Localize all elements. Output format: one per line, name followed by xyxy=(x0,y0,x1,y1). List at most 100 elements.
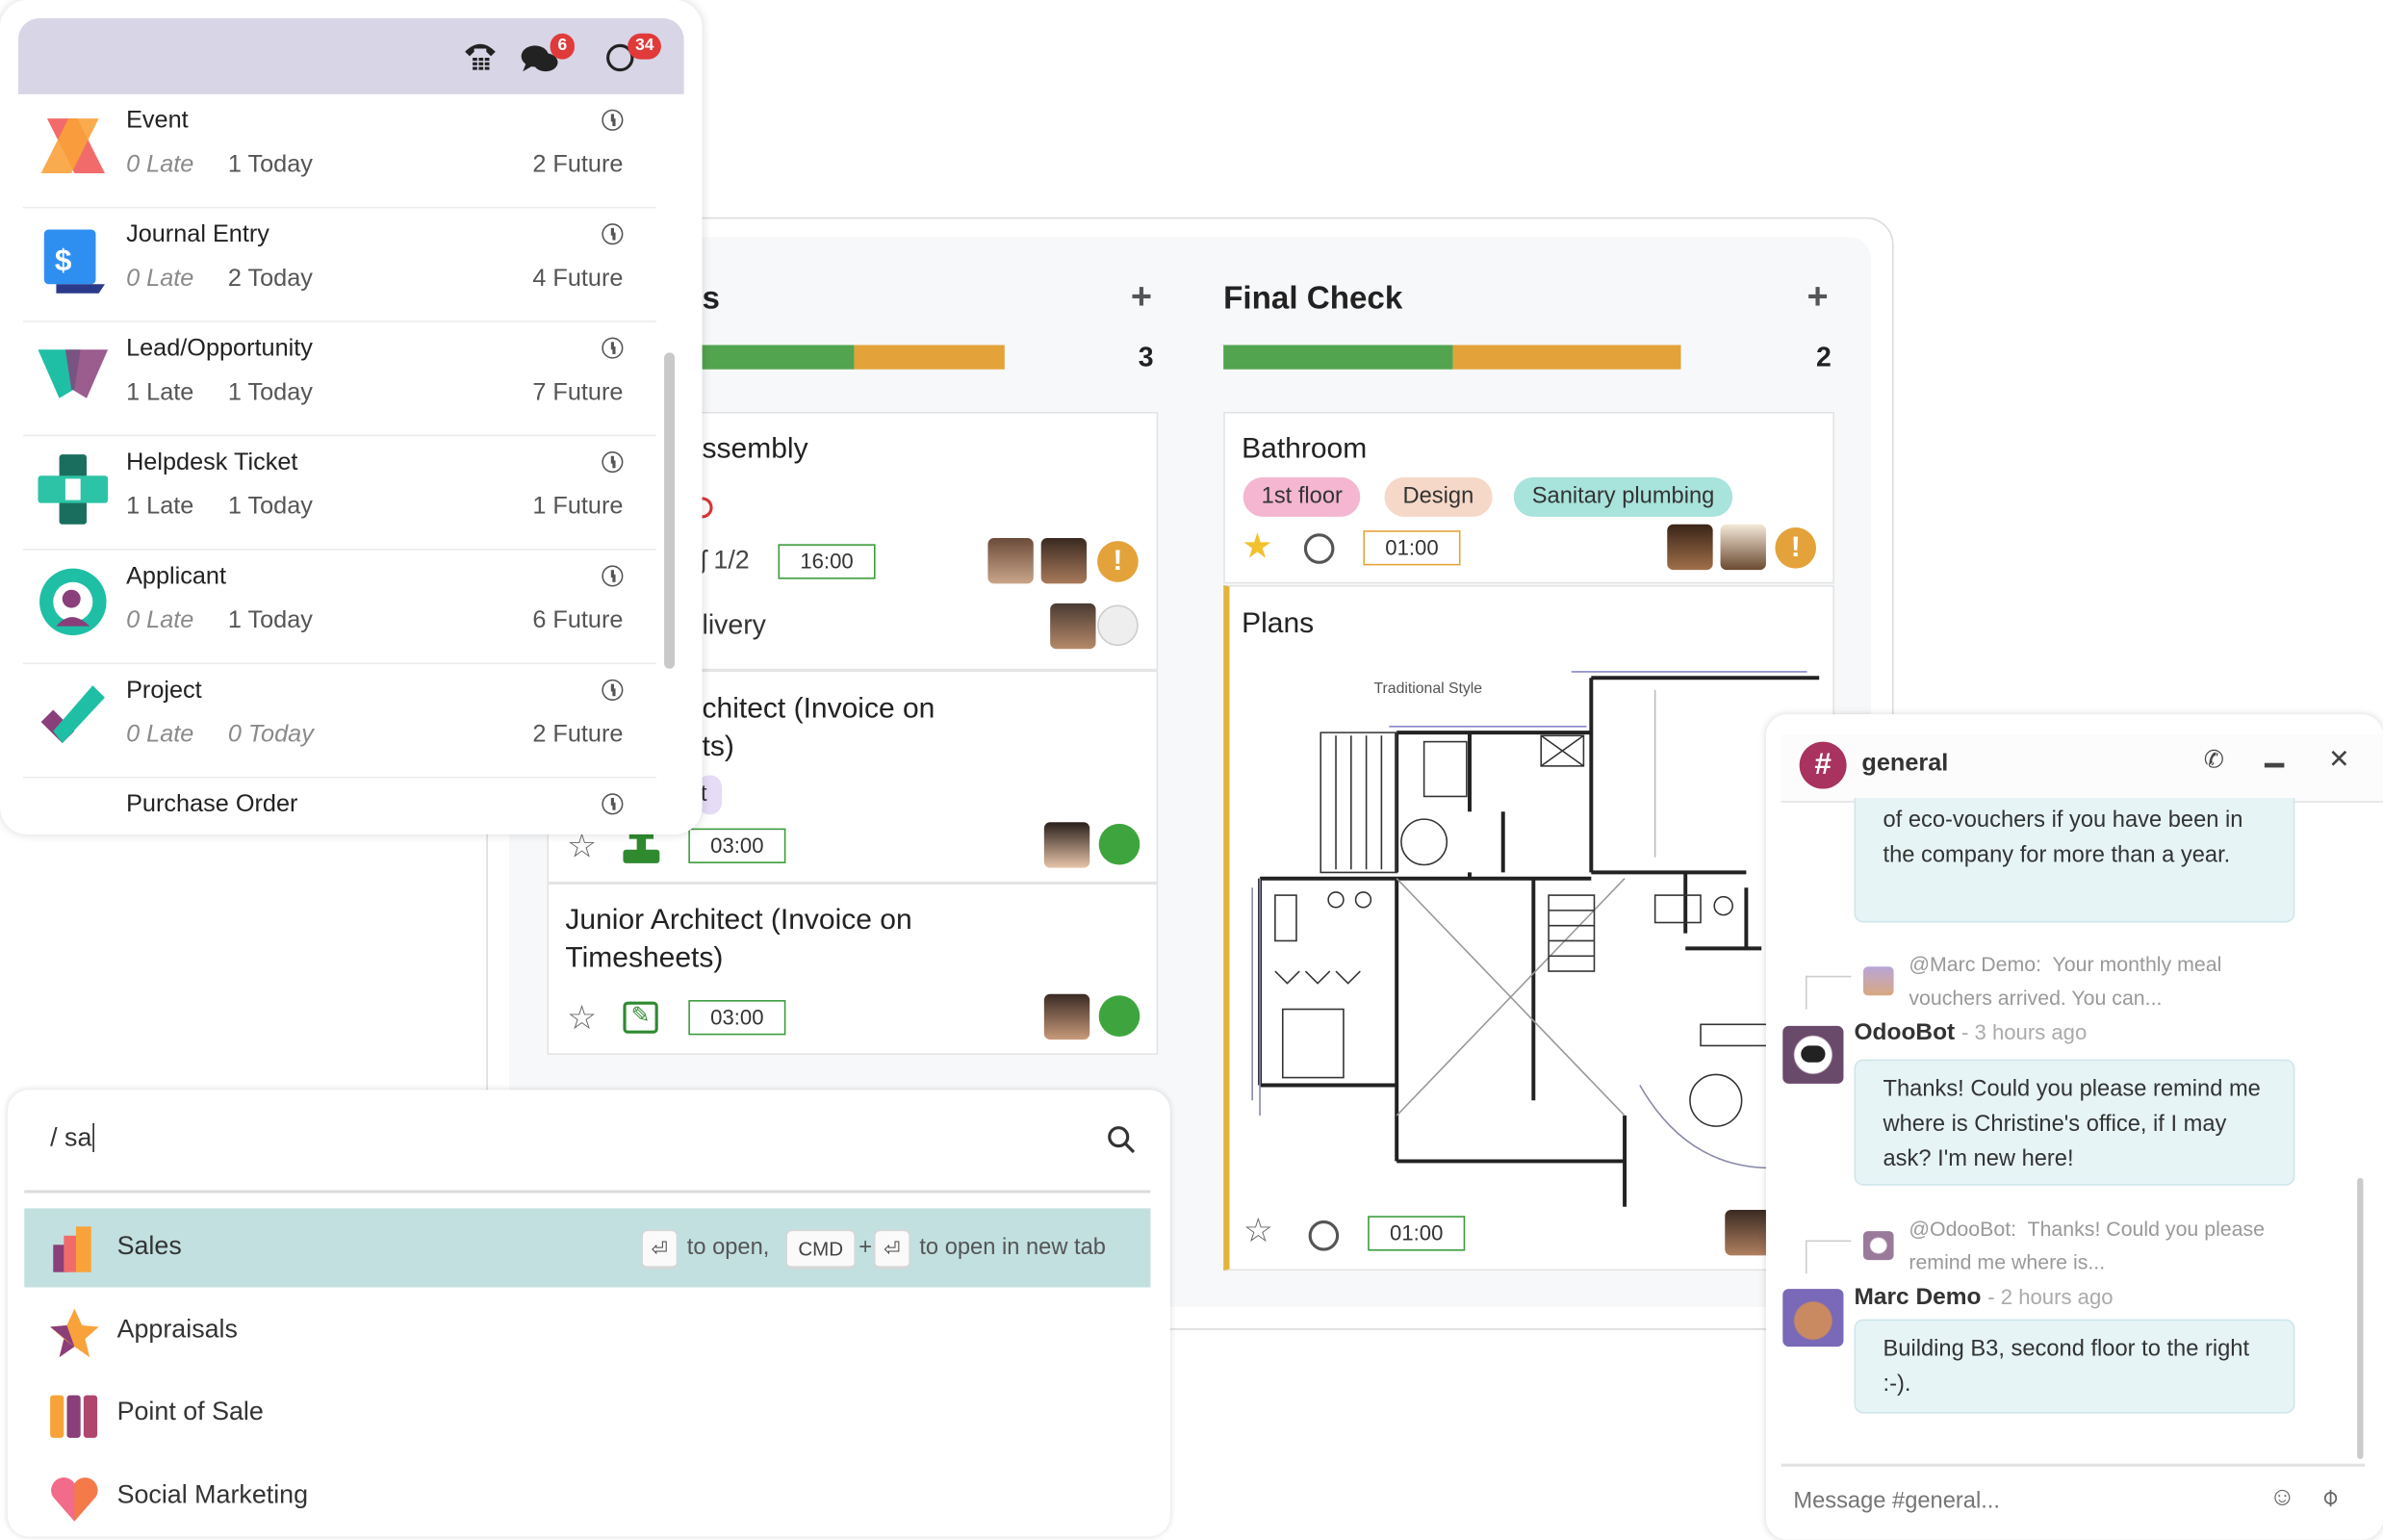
message-input[interactable] xyxy=(1793,1478,2250,1522)
clock-icon[interactable] xyxy=(602,337,624,359)
reply-preview[interactable]: @OdooBot: Thanks! Could you please remin… xyxy=(1909,1213,2273,1279)
today-count[interactable]: 0 Today xyxy=(227,722,314,748)
clock-icon[interactable] xyxy=(602,679,624,701)
progress-green xyxy=(1223,345,1452,370)
activity-item[interactable]: Lead/Opportunity 1 Late 1 Today 7 Future xyxy=(22,322,657,437)
edit-activity-icon[interactable]: ✎ xyxy=(623,1001,658,1034)
odoobot-avatar[interactable] xyxy=(1782,1025,1844,1084)
status-circle[interactable] xyxy=(1098,823,1140,865)
subtask-count: ʃ 1/2 xyxy=(701,546,750,577)
author-name[interactable]: Marc Demo xyxy=(1854,1284,1982,1311)
chat-icon[interactable] xyxy=(520,42,559,76)
avatar[interactable] xyxy=(987,538,1034,584)
future-count[interactable]: 2 Future xyxy=(532,151,624,178)
status-circle[interactable] xyxy=(1098,995,1140,1037)
activity-item[interactable]: Helpdesk Ticket 1 Late 1 Today 1 Future xyxy=(22,436,657,551)
author-name[interactable]: OdooBot xyxy=(1854,1019,1956,1046)
kanban-card[interactable]: ssembly ʃ 1/2 16:00 ! livery xyxy=(547,411,1159,671)
floor-plan-caption: Traditional Style xyxy=(1374,680,1483,697)
late-count[interactable]: 0 Late xyxy=(126,151,194,178)
attachment-icon[interactable]: ⌀ xyxy=(2316,1483,2345,1512)
priority-warning-icon[interactable]: ! xyxy=(1097,541,1139,582)
card-title: Plans xyxy=(1242,607,1315,640)
clock-icon[interactable] xyxy=(606,43,634,72)
avatar[interactable] xyxy=(1667,524,1713,571)
star-icon[interactable]: ☆ xyxy=(1243,1211,1273,1250)
activity-item-name: Helpdesk Ticket xyxy=(126,449,298,476)
search-result[interactable]: Point of Sale xyxy=(24,1374,1150,1453)
minimize-icon[interactable] xyxy=(2264,762,2285,767)
search-input[interactable]: / sa xyxy=(50,1122,95,1154)
clock-icon[interactable] xyxy=(602,793,624,815)
clock-icon[interactable] xyxy=(1303,533,1335,564)
clock-icon[interactable] xyxy=(1308,1220,1340,1251)
today-count[interactable]: 1 Today xyxy=(227,607,313,634)
avatar[interactable] xyxy=(1043,993,1090,1040)
today-count[interactable]: 1 Today xyxy=(227,151,313,178)
future-count[interactable]: 1 Future xyxy=(532,494,624,521)
column-title[interactable]: s xyxy=(702,281,720,317)
activity-item[interactable]: $ Journal Entry 0 Late 2 Today 4 Future xyxy=(22,208,657,322)
search-result[interactable]: Sales ⏎ to open, CMD + ⏎ to open in new tab xyxy=(24,1208,1151,1288)
kanban-card[interactable]: Junior Architect (Invoice on Timesheets)… xyxy=(547,883,1159,1055)
activity-item[interactable]: Event 0 Late 1 Today 2 Future xyxy=(22,94,657,209)
late-count[interactable]: 0 Late xyxy=(126,266,194,293)
search-icon[interactable] xyxy=(1107,1125,1138,1156)
marc-demo-avatar[interactable] xyxy=(1782,1289,1844,1348)
future-count[interactable]: 7 Future xyxy=(532,379,624,406)
avatar[interactable] xyxy=(1720,524,1766,571)
sales-app-icon xyxy=(49,1223,101,1275)
priority-warning-icon[interactable]: ! xyxy=(1775,526,1817,569)
search-result[interactable]: Social Marketing xyxy=(24,1457,1150,1536)
clock-icon[interactable] xyxy=(602,109,624,131)
column-progress-bar[interactable] xyxy=(702,345,1005,370)
card-title: Bathroom xyxy=(1242,433,1368,466)
star-icon[interactable]: ☆ xyxy=(567,998,598,1037)
add-card-button[interactable]: + xyxy=(1806,276,1829,319)
add-card-button[interactable]: + xyxy=(1130,276,1152,319)
clock-icon[interactable] xyxy=(602,565,624,587)
today-count[interactable]: 1 Today xyxy=(227,494,313,521)
phone-call-icon[interactable]: ✆ xyxy=(2203,747,2224,774)
status-circle[interactable] xyxy=(1097,604,1139,647)
avatar[interactable] xyxy=(1043,822,1090,868)
column-progress-bar[interactable] xyxy=(1223,345,1681,370)
close-icon[interactable]: ✕ xyxy=(2328,744,2350,774)
clock-icon[interactable] xyxy=(602,450,624,474)
late-count[interactable]: 1 Late xyxy=(126,494,194,521)
activity-list: Event 0 Late 1 Today 2 Future $ Journal Entry… xyxy=(22,94,657,818)
avatar[interactable] xyxy=(1050,603,1096,650)
card-title: Junior Architect (Invoice on xyxy=(565,904,912,937)
star-filled-icon[interactable]: ★ xyxy=(1242,526,1273,566)
future-count[interactable]: 4 Future xyxy=(532,266,624,293)
future-count[interactable]: 6 Future xyxy=(532,607,624,634)
phone-icon[interactable] xyxy=(462,39,499,73)
avatar[interactable] xyxy=(1725,1209,1771,1256)
column-title[interactable]: Final Check xyxy=(1223,281,1403,317)
clock-icon[interactable] xyxy=(602,223,624,245)
activity-item-name: Applicant xyxy=(126,563,227,590)
kanban-card[interactable]: Plans Traditional Style ☆ 01:00 xyxy=(1223,584,1834,1271)
channel-name[interactable]: general xyxy=(1861,751,1949,777)
message-bubble: of eco-vouchers if you have been in the … xyxy=(1854,798,2295,923)
scrollbar[interactable] xyxy=(2357,1177,2364,1459)
late-count[interactable]: 0 Late xyxy=(126,607,194,634)
emoji-icon[interactable]: ☺ xyxy=(2268,1481,2296,1511)
activity-item[interactable]: Project 0 Late 0 Today 2 Future xyxy=(22,664,657,779)
today-count[interactable]: 1 Today xyxy=(227,379,313,406)
reply-preview[interactable]: @Marc Demo: Your monthly meal vouchers a… xyxy=(1909,948,2273,1014)
chat-header: # general ✆ ✕ xyxy=(1781,733,2383,803)
future-count[interactable]: 2 Future xyxy=(532,722,624,748)
late-count[interactable]: 1 Late xyxy=(126,379,194,406)
card-title: ts) xyxy=(702,731,734,763)
late-count[interactable]: 0 Late xyxy=(126,722,194,748)
time-badge: 01:00 xyxy=(1363,530,1461,566)
kanban-card[interactable]: Bathroom 1st floor Design Sanitary plumb… xyxy=(1223,411,1834,584)
today-count[interactable]: 2 Today xyxy=(227,266,313,293)
activity-item[interactable]: Applicant 0 Late 1 Today 6 Future xyxy=(22,551,657,665)
search-result[interactable]: Appraisals xyxy=(24,1291,1150,1370)
activity-item[interactable]: Purchase Order xyxy=(23,778,656,818)
activity-upload-icon[interactable] xyxy=(623,833,660,863)
avatar[interactable] xyxy=(1040,538,1088,584)
scrollbar[interactable] xyxy=(664,352,676,669)
